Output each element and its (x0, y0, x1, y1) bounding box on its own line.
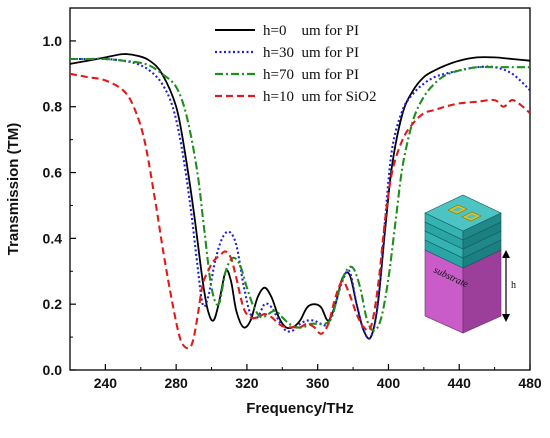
y-tick-label: 0.4 (43, 230, 63, 246)
y-tick-label: 1.0 (43, 33, 63, 49)
x-axis-title: Frequency/THz (246, 400, 354, 417)
x-tick-label: 440 (448, 375, 472, 391)
series-line-3 (70, 57, 530, 332)
height-label: h (511, 280, 516, 291)
y-tick-label: 0.0 (43, 362, 63, 378)
y-tick-label: 0.8 (43, 99, 63, 115)
legend-label: h=10 um for SiO2 (263, 89, 376, 105)
legend: h=0 um for PI h=30 um for PI h=70 um for P… (215, 23, 376, 105)
plot-frame (69, 7, 531, 371)
legend-label: h=0 um for PI (263, 23, 359, 39)
x-tick-label: 240 (94, 375, 118, 391)
inset-structure-illustration: substrate h (424, 194, 516, 334)
x-axis-ticks: 240 280 320 360 400 440 480 (69, 364, 542, 391)
resonator-pattern (447, 204, 482, 222)
x-tick-label: 480 (518, 375, 542, 391)
y-tick-label: 0.2 (43, 296, 63, 312)
series-line-2 (70, 57, 530, 340)
x-tick-label: 360 (306, 375, 330, 391)
layer-top-face (424, 194, 502, 232)
x-tick-label: 280 (164, 375, 188, 391)
legend-label: h=70 um for PI (263, 67, 359, 83)
series-lines (70, 53, 530, 350)
legend-label: h=30 um for PI (263, 45, 359, 61)
series-line-4 (70, 72, 530, 350)
layer-stack (424, 194, 502, 269)
y-axis-title: Transmission (TM) (5, 123, 22, 256)
x-tick-label: 320 (235, 375, 259, 391)
y-tick-label: 0.6 (43, 165, 63, 181)
x-tick-label: 400 (377, 375, 401, 391)
y-axis-ticks: 0.0 0.2 0.4 0.6 0.8 1.0 (43, 7, 76, 378)
